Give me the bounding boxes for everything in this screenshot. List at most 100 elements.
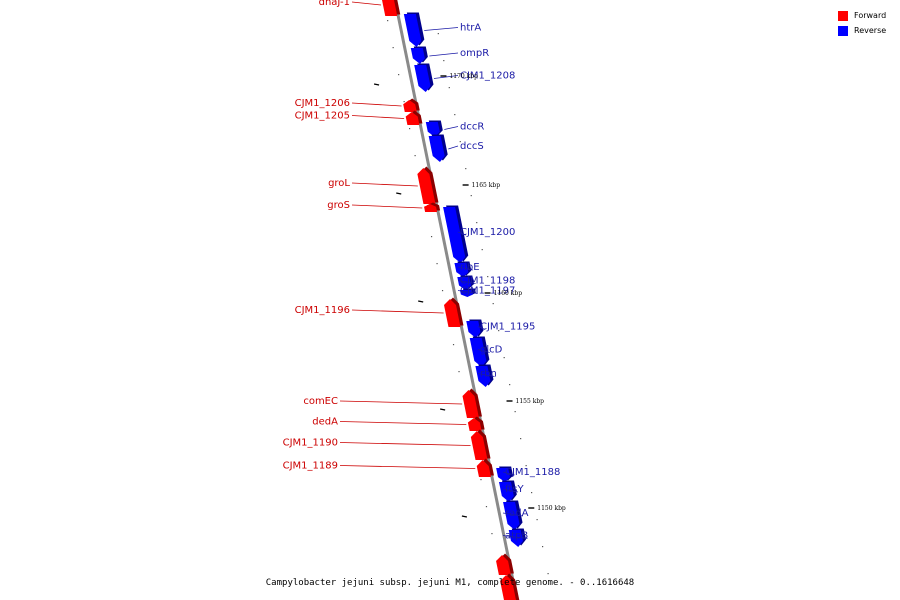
gene-leader-line <box>351 102 402 107</box>
minor-tick-mark <box>525 465 527 467</box>
gene-cjm1-1196: CJM1_1196 <box>295 297 464 327</box>
gene-label: dnaJ-1 <box>319 0 350 8</box>
gene-cjm1-1189: CJM1_1189 <box>283 458 494 477</box>
gene-leader-line <box>424 27 459 31</box>
gene-label: radA <box>505 508 529 519</box>
gene-leader-line <box>477 349 490 353</box>
gene-body <box>403 100 417 112</box>
minor-tick-mark <box>481 249 483 251</box>
gene-body <box>382 0 398 16</box>
gene-leader-line <box>351 1 382 6</box>
reverse-swatch <box>838 25 848 36</box>
minor-tick-mark <box>509 384 511 386</box>
gene-label: htrA <box>460 23 481 34</box>
gene-label: dccS <box>460 141 484 152</box>
gene-leader-line <box>502 488 519 493</box>
gene-label: CJM1_1200 <box>460 227 515 238</box>
minor-tick-mark <box>403 101 405 103</box>
gene-body <box>503 502 520 530</box>
major-tick-mark <box>373 83 380 86</box>
minor-tick-mark <box>414 155 416 157</box>
minor-tick-mark <box>470 195 472 197</box>
minor-tick-mark <box>409 128 411 130</box>
gene-body <box>444 299 461 327</box>
gene-leader-line <box>339 421 467 425</box>
genome-axis <box>393 0 519 600</box>
gene-leader-line <box>502 535 528 539</box>
minor-tick-mark <box>443 60 445 62</box>
forward-swatch <box>838 10 848 21</box>
tick-label: 1165 kbp <box>472 182 501 189</box>
legend-reverse-label: Reverse <box>854 26 887 35</box>
gene-leader-line <box>444 126 459 130</box>
gene-leader-line <box>457 266 473 271</box>
minor-tick-mark <box>437 33 439 35</box>
legend-reverse: Reverse <box>838 23 886 38</box>
gene-ftsy: ftsY <box>498 480 524 502</box>
tick-label: 1150 kbp <box>537 505 566 512</box>
gene-dccs: dccS <box>428 134 484 162</box>
gene-ompr: ompR <box>410 46 489 64</box>
tick-label: 1170 kbp <box>449 73 478 80</box>
gene-label: comEC <box>303 396 338 407</box>
minor-tick-mark <box>536 519 538 521</box>
minor-tick-mark <box>485 506 488 508</box>
gene-label: CJM1_1196 <box>295 305 350 316</box>
minor-tick-mark <box>503 357 505 359</box>
gene-body <box>454 263 469 277</box>
minor-tick-mark <box>520 438 522 440</box>
gene-leader-line <box>448 145 459 150</box>
legend-forward: Forward <box>838 8 886 23</box>
gene-unlabeled-26 <box>496 553 514 575</box>
gene-cjm1-1197: CJM1_1197 <box>457 286 515 297</box>
gene-label: glcD <box>480 345 503 356</box>
gene-grol: groL <box>328 166 439 204</box>
minor-tick-mark <box>476 222 478 224</box>
minor-tick-mark <box>491 533 493 535</box>
gene-body <box>414 65 431 92</box>
gene-body <box>500 575 516 600</box>
major-tick-mark <box>418 300 424 303</box>
gene-ribe: ribE <box>454 261 480 277</box>
gene-body <box>498 482 514 502</box>
gene-rada: radA <box>502 500 529 530</box>
gene-leader-line <box>429 52 459 57</box>
gene-label: CJM1_1205 <box>295 111 350 122</box>
gene-cjm1-1208: CJM1_1208 <box>414 63 515 92</box>
major-tick-mark <box>396 192 402 195</box>
minor-tick-mark <box>398 74 400 76</box>
gene-label: dedA <box>312 417 338 428</box>
gene-body <box>476 460 491 477</box>
gene-leader-line <box>502 512 523 517</box>
gene-leader-line <box>351 182 418 187</box>
gene-body <box>466 321 481 338</box>
gene-label: rbn <box>480 369 497 380</box>
gene-cjm1-1188: CJM1_1188 <box>496 466 560 482</box>
gene-leader-line <box>339 400 463 405</box>
tick-label: 1155 kbp <box>516 398 545 405</box>
gene-leader-line <box>351 309 444 314</box>
gene-dccr: dccR <box>425 120 484 137</box>
minor-tick-mark <box>531 492 533 494</box>
gene-cjm1-1205: CJM1_1205 <box>295 110 423 125</box>
gene-body <box>470 431 488 460</box>
minor-tick-mark <box>436 263 438 265</box>
gene-rbn: rbn <box>475 364 497 387</box>
gene-label: ribE <box>460 262 480 273</box>
gene-body <box>508 530 523 547</box>
major-ticks: 1170 kbp 1165 kbp 1160 kbp 1155 kbp 1150 kbp <box>373 73 566 518</box>
gene-comec: comEC <box>303 388 482 418</box>
gene-label: CJM1_1206 <box>295 98 350 109</box>
gene-cjm1-1190: CJM1_1190 <box>283 429 491 460</box>
gene-leader-line <box>477 326 486 330</box>
gene-unlabeled-27 <box>500 573 520 600</box>
gene-body <box>496 555 511 575</box>
gene-label: ftsY <box>505 484 524 495</box>
gene-label: CJM1_1188 <box>505 467 560 478</box>
gene-cjm1-1200: CJM1_1200 <box>443 205 515 263</box>
tick-label: 1160 kbp <box>494 290 523 297</box>
minor-tick-mark <box>387 20 389 22</box>
gene-label: CJM1_1197 <box>460 286 515 297</box>
gene-body <box>424 204 438 212</box>
minor-tick-mark <box>448 87 450 89</box>
